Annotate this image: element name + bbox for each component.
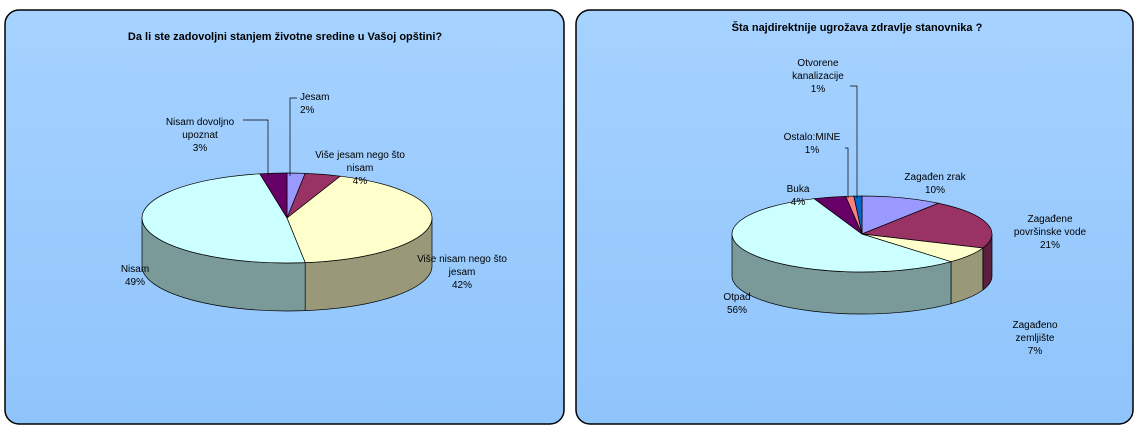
pie-slice: [861, 202, 993, 249]
leader-line: [243, 119, 269, 176]
slice-value: 4%: [353, 176, 368, 187]
leader-line: [289, 97, 297, 176]
slice-value: 4%: [791, 197, 806, 208]
pie-slice: [731, 198, 953, 273]
pie-slice: [141, 173, 306, 264]
slice-label: Zagađen zrak: [904, 172, 966, 183]
slice-value: 21%: [1040, 240, 1060, 251]
slice-value: 1%: [811, 84, 826, 95]
chart-title: Da li ste zadovoljni stanjem životne sre…: [128, 31, 442, 43]
pie-slice: [853, 195, 863, 235]
leader-line: [845, 147, 849, 198]
slice-value: 2%: [300, 105, 315, 116]
slice-label: Nisam: [121, 264, 149, 275]
slice-label: Buka: [787, 184, 810, 195]
pie-slice: [286, 175, 433, 264]
label-line: Nisam: [121, 264, 149, 275]
chart-title: Šta najdirektnije ugrožava zdravlje stan…: [732, 21, 983, 34]
slice-label: Otpad: [723, 292, 750, 303]
slice-label: Zagađeno zemljište: [1012, 320, 1057, 344]
slice-value: 1%: [805, 145, 820, 156]
slice-label: Otvorene kanalizacije: [792, 58, 844, 82]
pie-slice: [259, 172, 288, 220]
slice-value: 56%: [727, 305, 747, 316]
label-line: Zagađeno: [1012, 320, 1057, 331]
label-line: upoznat: [182, 130, 218, 141]
slice-label: Zagađene površinske vode: [1014, 214, 1087, 238]
slice-label: Jesam: [300, 92, 329, 103]
slice-label: Nisam dovoljno upoznat: [166, 117, 235, 141]
leader-line: [850, 85, 858, 198]
label-line: Ostalo:MINE: [784, 132, 841, 143]
label-line: Nisam dovoljno: [166, 117, 235, 128]
label-line: Više nisam nego što: [417, 254, 507, 265]
label-line: Jesam: [300, 92, 329, 103]
slice-value: 49%: [125, 277, 145, 288]
label-line: jesam: [448, 267, 476, 278]
pie-slice: [861, 195, 940, 235]
slice-value: 7%: [1028, 346, 1043, 357]
slice-value: 10%: [925, 185, 945, 196]
slice-label: Više nisam nego što jesam: [417, 254, 507, 278]
slice-value: 3%: [193, 143, 208, 154]
label-line: Otvorene: [797, 58, 839, 69]
label-line: Više jesam nego što: [315, 150, 405, 161]
label-line: Otpad: [723, 292, 750, 303]
slice-value: 42%: [452, 280, 472, 291]
label-line: Zagađene: [1027, 214, 1072, 225]
label-line: Zagađen zrak: [904, 172, 966, 183]
label-line: Buka: [787, 184, 810, 195]
slice-label: Ostalo:MINE: [784, 132, 841, 143]
label-line: zemljište: [1016, 333, 1055, 344]
label-line: površinske vode: [1014, 227, 1087, 238]
slice-label: Više jesam nego što nisam: [315, 150, 405, 174]
label-line: nisam: [347, 163, 374, 174]
label-line: kanalizacije: [792, 71, 844, 82]
